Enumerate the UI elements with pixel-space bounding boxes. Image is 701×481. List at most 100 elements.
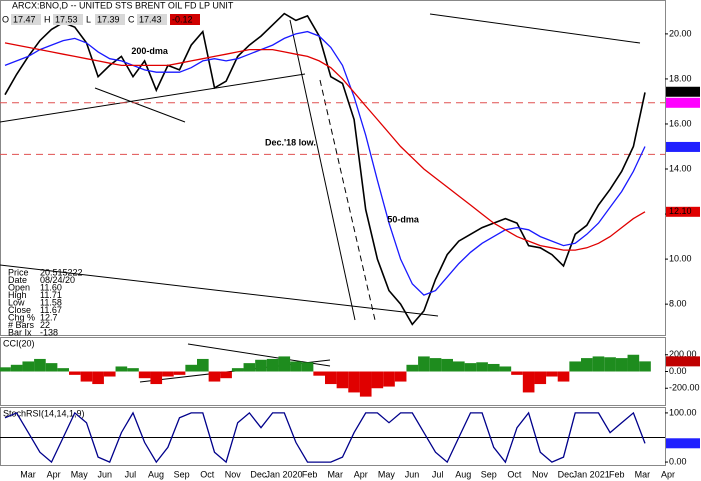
cci-bar (34, 358, 46, 372)
x-tick-label: Aug (148, 469, 164, 479)
cci-bar (243, 363, 256, 372)
cci-bar (394, 371, 407, 382)
x-tick-label: Feb (609, 469, 625, 479)
cci-bar (278, 356, 291, 372)
cci-bar (80, 371, 93, 382)
x-tick-label: Feb (302, 469, 318, 479)
quote-value: 17.47 (13, 14, 36, 24)
x-tick-label: Mar (635, 469, 651, 479)
cci-bar (557, 371, 570, 382)
cci-bar (499, 366, 512, 372)
cci-bar (150, 371, 163, 385)
cci-bar (313, 371, 325, 376)
value-tag (666, 97, 700, 108)
cci-bar (418, 356, 430, 372)
info-label: Date (8, 275, 27, 285)
cci-bar (359, 371, 372, 397)
info-label: Low (8, 297, 25, 307)
cci-bar (546, 371, 558, 377)
info-label: Price (8, 267, 29, 277)
y-tick-label: 10.00 (669, 253, 692, 263)
quote-box (95, 14, 125, 25)
value-tag (666, 438, 700, 449)
info-value: 20.515222 (40, 267, 83, 277)
cci-bar (522, 371, 535, 393)
y-tick-label: 8.00 (669, 299, 687, 309)
cci-bar (429, 358, 442, 372)
trendline (319, 79, 376, 321)
cci-bar (464, 363, 477, 372)
trendline (289, 19, 356, 321)
series-line (4, 411, 646, 464)
cci-bar (371, 371, 384, 389)
info-value: 11.58 (40, 297, 62, 307)
x-tick-label: Nov (225, 469, 242, 479)
quote-box (11, 14, 41, 25)
cci-bar (592, 356, 605, 372)
series-line (4, 42, 646, 251)
cci-bar (615, 358, 628, 372)
cci-bar (290, 361, 302, 372)
y-tick-label: 200.00 (669, 349, 697, 359)
cci-bar (197, 358, 209, 372)
info-label: # Bars (8, 320, 35, 330)
x-tick-label: Dec (250, 469, 267, 479)
annotation: Dec.'18 low. (265, 138, 316, 148)
cci-bar (487, 363, 500, 372)
y-tick-label: 100.00 (669, 407, 697, 417)
cci-bar (581, 358, 593, 372)
x-tick-label: Aug (455, 469, 471, 479)
y-tick-label: 18.00 (669, 73, 692, 83)
series-line (4, 30, 646, 296)
y-tick-label: 0.00 (669, 456, 687, 466)
x-tick-label: Jun (98, 469, 113, 479)
x-tick-label: Jun (405, 469, 420, 479)
x-tick-label: Oct (507, 469, 522, 479)
x-tick-label: Apr (354, 469, 368, 479)
cci-bar (627, 354, 640, 372)
info-value: 22 (40, 320, 50, 330)
value-tag (666, 356, 700, 367)
quote-label: L (86, 14, 91, 24)
quote-label: H (44, 14, 51, 24)
value-tag (666, 141, 700, 152)
info-label: High (8, 290, 27, 300)
cci-bar (441, 358, 453, 372)
quote-box (53, 14, 83, 25)
cci-bar (220, 371, 232, 379)
trendline (429, 13, 641, 44)
quote-value: 17.53 (55, 14, 78, 24)
cci-bar (185, 364, 197, 372)
quote-box (137, 14, 167, 25)
x-tick-label: Jul (125, 469, 137, 479)
value-tag-label: 12.10 (669, 206, 692, 216)
cci-bar (476, 362, 488, 372)
cci-bar (57, 368, 69, 372)
panel-title: CCI(20) (3, 338, 35, 348)
x-tick-label: Apr (661, 469, 675, 479)
info-value: -138 (40, 327, 58, 337)
x-tick-label: Mar (20, 469, 36, 479)
y-tick-label: 16.00 (669, 118, 692, 128)
series-label: 50-dma (387, 215, 420, 225)
x-tick-label: Nov (532, 469, 549, 479)
price-panel (0, 0, 666, 336)
panel-title: ARCX:BNO,D -- UNITED STS BRENT OIL FD LP… (12, 0, 234, 10)
x-tick-label: May (378, 469, 396, 479)
y-tick-label: -200.00 (669, 383, 700, 393)
quote-value: 17.39 (97, 14, 120, 24)
cci-bar (0, 367, 11, 372)
x-tick-label: Dec (558, 469, 575, 479)
quote-value: -0.12 (172, 14, 193, 24)
x-tick-label: Jul (432, 469, 444, 479)
cci-bar (604, 357, 616, 372)
info-value: 08/24/20 (40, 275, 75, 285)
cci-bar (383, 371, 395, 387)
quote-label: C (128, 14, 135, 24)
x-tick-label: May (71, 469, 89, 479)
info-label: Chg % (8, 312, 35, 322)
cci-bar (10, 364, 23, 372)
x-tick-label: Jan 2020 (265, 469, 302, 479)
trendline (0, 73, 306, 123)
